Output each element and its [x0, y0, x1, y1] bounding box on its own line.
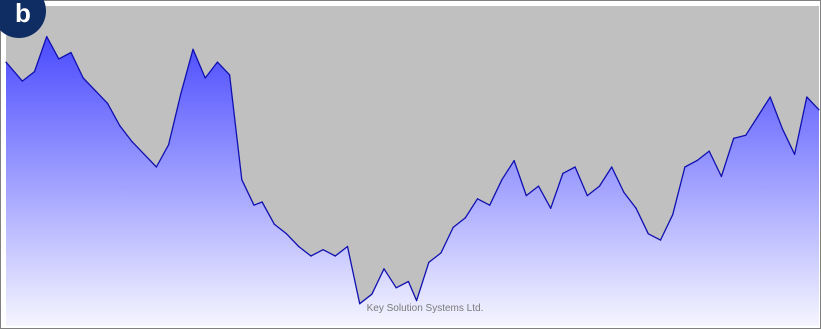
data-point-57 — [696, 160, 698, 162]
data-point-35 — [428, 261, 430, 263]
data-point-15 — [192, 48, 194, 50]
data-point-55 — [672, 214, 674, 216]
data-point-21 — [261, 201, 263, 203]
data-point-58 — [708, 150, 710, 152]
panel-label: b — [15, 0, 31, 28]
data-point-46 — [562, 172, 564, 174]
data-point-23 — [285, 233, 288, 235]
data-point-43 — [525, 195, 527, 197]
series-area-fill — [6, 36, 819, 326]
data-point-16 — [204, 77, 206, 79]
data-point-33 — [407, 280, 409, 283]
data-point-67 — [818, 109, 820, 111]
data-point-17 — [216, 61, 218, 63]
data-point-27 — [334, 255, 336, 257]
data-point-28 — [346, 245, 349, 248]
data-point-61 — [745, 134, 747, 136]
data-point-7 — [94, 90, 96, 92]
data-point-50 — [611, 166, 613, 168]
data-point-20 — [253, 204, 255, 206]
data-point-47 — [574, 166, 576, 168]
watermark-text: Key Solution Systems Ltd. — [367, 303, 484, 314]
data-point-31 — [383, 268, 385, 270]
data-point-54 — [659, 239, 662, 241]
data-point-62 — [757, 115, 759, 117]
data-point-42 — [513, 160, 515, 162]
data-point-60 — [733, 137, 735, 139]
data-point-38 — [464, 217, 466, 219]
data-point-49 — [598, 185, 601, 187]
data-point-30 — [371, 293, 373, 295]
data-point-19 — [241, 179, 243, 181]
series-points — [5, 36, 820, 305]
data-point-56 — [684, 166, 686, 168]
series-line — [5, 35, 820, 305]
data-point-37 — [452, 226, 454, 228]
data-point-18 — [229, 74, 231, 76]
data-point-64 — [781, 128, 784, 130]
data-point-53 — [647, 233, 649, 235]
data-point-34 — [416, 300, 418, 302]
data-point-0 — [5, 61, 7, 63]
data-point-4 — [58, 58, 60, 60]
data-point-12 — [155, 166, 157, 168]
data-point-32 — [395, 287, 397, 289]
data-point-59 — [720, 175, 723, 178]
data-point-26 — [322, 249, 324, 251]
data-point-39 — [476, 198, 479, 200]
data-point-48 — [586, 195, 588, 197]
data-point-6 — [82, 77, 84, 79]
data-point-29 — [359, 303, 361, 305]
data-point-44 — [537, 185, 540, 187]
data-point-10 — [131, 141, 133, 143]
data-point-8 — [107, 102, 109, 104]
data-point-11 — [143, 153, 145, 155]
data-point-52 — [635, 207, 637, 209]
data-point-40 — [489, 204, 491, 206]
data-point-13 — [168, 144, 170, 146]
data-point-36 — [440, 252, 442, 254]
data-point-41 — [501, 179, 503, 181]
data-point-25 — [310, 255, 312, 257]
data-point-51 — [623, 191, 625, 193]
data-point-24 — [298, 245, 300, 248]
data-point-65 — [794, 153, 796, 155]
data-point-63 — [769, 96, 771, 98]
data-point-45 — [550, 207, 552, 209]
data-point-22 — [273, 223, 275, 225]
data-point-3 — [46, 36, 48, 38]
data-point-66 — [806, 96, 808, 98]
data-point-9 — [119, 125, 121, 127]
data-point-2 — [33, 71, 36, 73]
data-point-14 — [180, 93, 182, 95]
data-point-1 — [21, 80, 23, 82]
data-point-5 — [70, 51, 72, 54]
